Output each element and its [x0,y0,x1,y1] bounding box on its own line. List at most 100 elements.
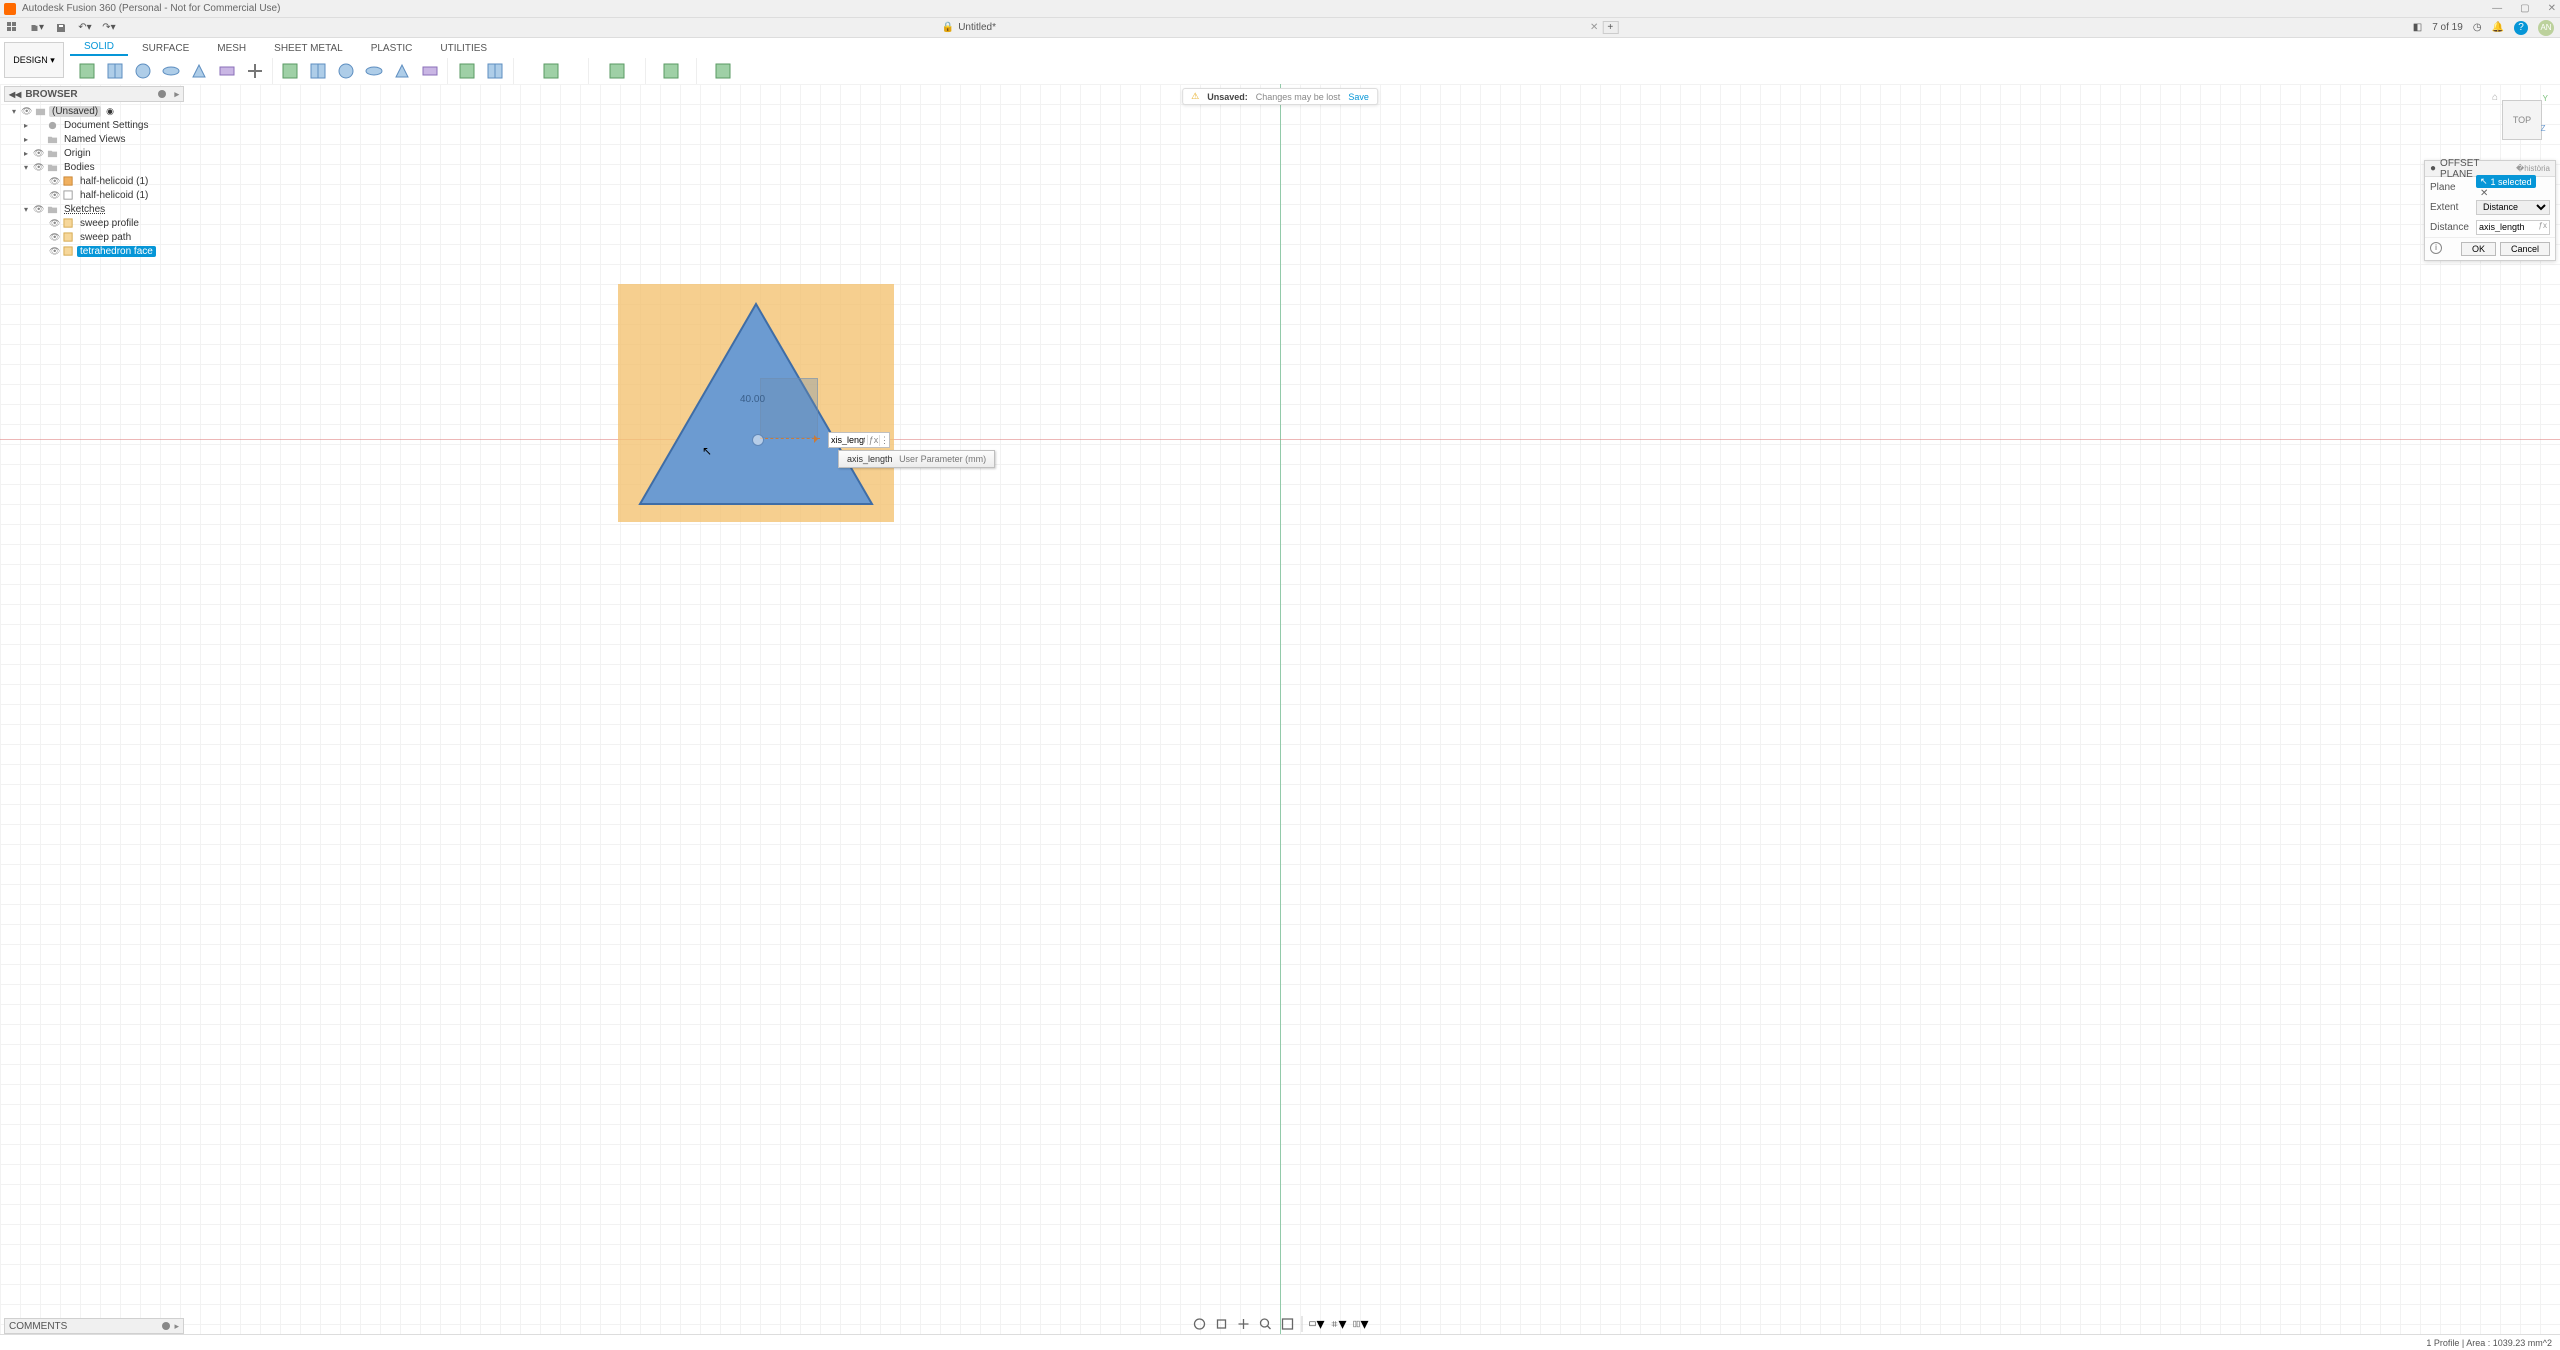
plane-selection-chip[interactable]: ↖ 1 selected [2476,175,2536,188]
viewport-layout-icon[interactable]: ▾ [1353,1316,1369,1332]
zoom-icon[interactable] [1258,1316,1274,1332]
redo-button[interactable]: ↷▾ [102,21,116,35]
data-panel-button[interactable] [6,21,20,35]
pan-icon[interactable] [1236,1316,1252,1332]
tool-button[interactable] [482,58,508,84]
grid-settings-icon[interactable]: ▾ [1331,1316,1347,1332]
display-settings-icon[interactable]: ▾ [1309,1316,1325,1332]
ribbon-tab-solid[interactable]: SOLID [70,39,128,56]
workspace-switcher[interactable]: DESIGN ▾ [4,42,64,78]
info-icon[interactable]: i [2430,242,2442,254]
browser-header[interactable]: ◀◀ BROWSER ▸ [4,86,184,102]
tool-button[interactable] [710,58,736,84]
file-menu-button[interactable]: ▾ [30,21,44,35]
window-minimize-button[interactable]: — [2492,3,2502,14]
fx-icon[interactable]: ƒx [867,435,879,445]
save-button[interactable] [54,21,68,35]
tree-caret-icon[interactable]: ▾ [22,163,30,172]
new-tab-button[interactable]: + [1602,21,1618,34]
ribbon-tab-plastic[interactable]: PLASTIC [357,41,427,56]
ok-button[interactable]: OK [2461,242,2496,256]
ribbon-tab-utilities[interactable]: UTILITIES [426,41,501,56]
tree-caret-icon[interactable]: ▸ [22,149,30,158]
notifications-icon[interactable]: 🔔 [2492,22,2504,33]
look-at-icon[interactable] [1214,1316,1230,1332]
ribbon-tab-mesh[interactable]: MESH [203,41,260,56]
tool-button[interactable] [186,58,212,84]
tree-row[interactable]: 👁tetrahedron face [4,244,184,258]
tool-button[interactable] [158,58,184,84]
document-name[interactable]: Untitled* [958,22,996,33]
tool-button[interactable] [102,58,128,84]
tree-row[interactable]: 👁half-helicoid (1) [4,174,184,188]
browser-options-icon[interactable] [158,90,166,98]
offset-distance-input-float[interactable]: ƒx ⋮ [828,432,890,448]
visibility-icon[interactable]: 👁 [33,162,43,173]
window-close-button[interactable]: ✕ [2548,3,2556,14]
tree-caret-icon[interactable]: ▸ [22,135,30,144]
extent-select[interactable]: Distance [2476,200,2550,215]
radio-icon[interactable]: ◉ [106,106,114,117]
tool-button[interactable] [74,58,100,84]
visibility-icon[interactable]: 👁 [49,190,59,201]
tool-button[interactable] [333,58,359,84]
job-status-icon[interactable]: ◷ [2473,22,2482,33]
viewcube-home-icon[interactable]: ⌂ [2492,92,2498,103]
tree-row[interactable]: ▸👁Origin [4,146,184,160]
tree-caret-icon[interactable]: ▸ [22,121,30,130]
tool-button[interactable] [389,58,415,84]
tool-button[interactable] [361,58,387,84]
tree-row[interactable]: ▸Document Settings [4,118,184,132]
tool-button[interactable] [538,58,564,84]
tree-row[interactable]: 👁sweep profile [4,216,184,230]
cancel-button[interactable]: Cancel [2500,242,2550,256]
fit-icon[interactable] [1280,1316,1296,1332]
tool-button[interactable] [130,58,156,84]
visibility-icon[interactable]: 👁 [49,218,59,229]
help-icon[interactable]: ? [2514,21,2528,35]
window-maximize-button[interactable]: ▢ [2520,3,2529,14]
tree-row[interactable]: 👁half-helicoid (1) [4,188,184,202]
tab-close-button[interactable]: ✕ [1590,22,1598,33]
tool-button[interactable] [658,58,684,84]
tree-row[interactable]: 👁sweep path [4,230,184,244]
tree-row[interactable]: ▸Named Views [4,132,184,146]
visibility-icon[interactable]: 👁 [33,148,43,159]
ribbon-tab-sheet metal[interactable]: SHEET METAL [260,41,357,56]
offset-distance-field[interactable] [829,435,867,445]
tool-button[interactable] [277,58,303,84]
tool-button[interactable] [604,58,630,84]
extensions-icon[interactable]: ◧ [2413,22,2422,33]
origin-point[interactable] [752,434,764,446]
offset-plane-dialog[interactable]: ● OFFSET PLANE �història Plane ↖ 1 selec… [2424,160,2556,261]
visibility-icon[interactable]: 👁 [33,204,43,215]
tool-button[interactable] [305,58,331,84]
tool-button[interactable] [242,58,268,84]
comments-expand-icon[interactable]: ▸ [174,1321,179,1332]
tree-root[interactable]: ▾ 👁 (Unsaved) ◉ [4,104,184,118]
clear-selection-button[interactable]: ✕ [2480,188,2488,199]
collapse-icon[interactable]: ◀◀ [9,90,21,99]
browser-close-icon[interactable]: ▸ [174,89,179,100]
ribbon-tab-surface[interactable]: SURFACE [128,41,203,56]
viewcube[interactable]: TOP [2502,100,2542,140]
visibility-icon[interactable]: 👁 [49,246,59,257]
float-menu-icon[interactable]: ⋮ [879,435,889,446]
user-avatar[interactable]: AN [2538,20,2554,36]
offset-arrow-handle[interactable] [760,438,820,440]
tool-button[interactable] [214,58,240,84]
parameter-suggestion-tooltip[interactable]: axis_length User Parameter (mm) [838,450,995,468]
visibility-icon[interactable]: 👁 [49,232,59,243]
tool-button[interactable] [454,58,480,84]
undo-button[interactable]: ↶▾ [78,21,92,35]
save-link[interactable]: Save [1348,92,1369,102]
orbit-icon[interactable] [1192,1316,1208,1332]
tool-button[interactable] [417,58,443,84]
comments-options-icon[interactable] [162,1322,170,1330]
tree-row[interactable]: ▾👁Bodies [4,160,184,174]
comments-bar[interactable]: COMMENTS ▸ [4,1318,184,1334]
dialog-pin-icon[interactable]: �història [2516,164,2550,173]
visibility-icon[interactable]: 👁 [49,176,59,187]
tree-row[interactable]: ▾👁Sketches [4,202,184,216]
tree-caret-icon[interactable]: ▾ [22,205,30,214]
